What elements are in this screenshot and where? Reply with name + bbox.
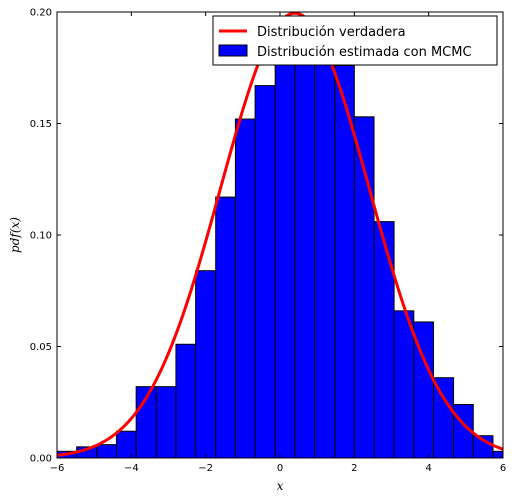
x-tick-label: 0 (277, 463, 283, 474)
histogram-bar (175, 343, 197, 459)
y-tick-label: 0.05 (30, 342, 52, 353)
y-axis-label: pdf(x) (8, 217, 22, 253)
x-axis-ticks: −6 −4 −2 0 2 4 6 (50, 12, 506, 474)
x-tick-label: 2 (351, 463, 357, 474)
histogram-bar (492, 450, 504, 459)
legend-box (212, 15, 498, 66)
histogram-bar (314, 27, 336, 459)
histogram-bar (433, 377, 455, 459)
y-axis-ticks: 0.00 0.05 0.10 0.15 0.20 (30, 8, 503, 465)
y-tick-label: 0.00 (30, 454, 52, 465)
histogram-bar (115, 430, 137, 459)
histogram-bar (96, 444, 117, 459)
y-tick-label: 0.15 (30, 119, 52, 130)
histogram-bar (254, 85, 276, 459)
legend-label-mcmc-histogram: Distribución estimada con MCMC (257, 45, 472, 60)
x-tick-label: −2 (198, 463, 213, 474)
histogram-bar (215, 196, 236, 459)
x-tick-label: −6 (50, 463, 65, 474)
histogram-bar (274, 20, 296, 459)
legend-swatch-mcmc-histogram (218, 44, 248, 57)
histogram-bar (373, 221, 395, 459)
histogram-bar (294, 20, 316, 459)
histogram-bar (195, 270, 217, 459)
legend-label-true-distribution: Distribución verdadera (257, 25, 406, 40)
histogram-bar (155, 386, 177, 459)
legend: Distribución verdadera Distribución esti… (212, 15, 498, 66)
histogram-bar (393, 310, 415, 459)
y-tick-label: 0.10 (30, 231, 52, 242)
x-tick-label: 6 (500, 463, 506, 474)
x-axis-label: x (277, 479, 284, 493)
x-tick-label: 4 (425, 463, 431, 474)
histogram-bar (234, 118, 256, 459)
histogram-bars (56, 20, 504, 459)
x-tick-label: −4 (124, 463, 139, 474)
y-tick-label: 0.20 (30, 8, 52, 19)
